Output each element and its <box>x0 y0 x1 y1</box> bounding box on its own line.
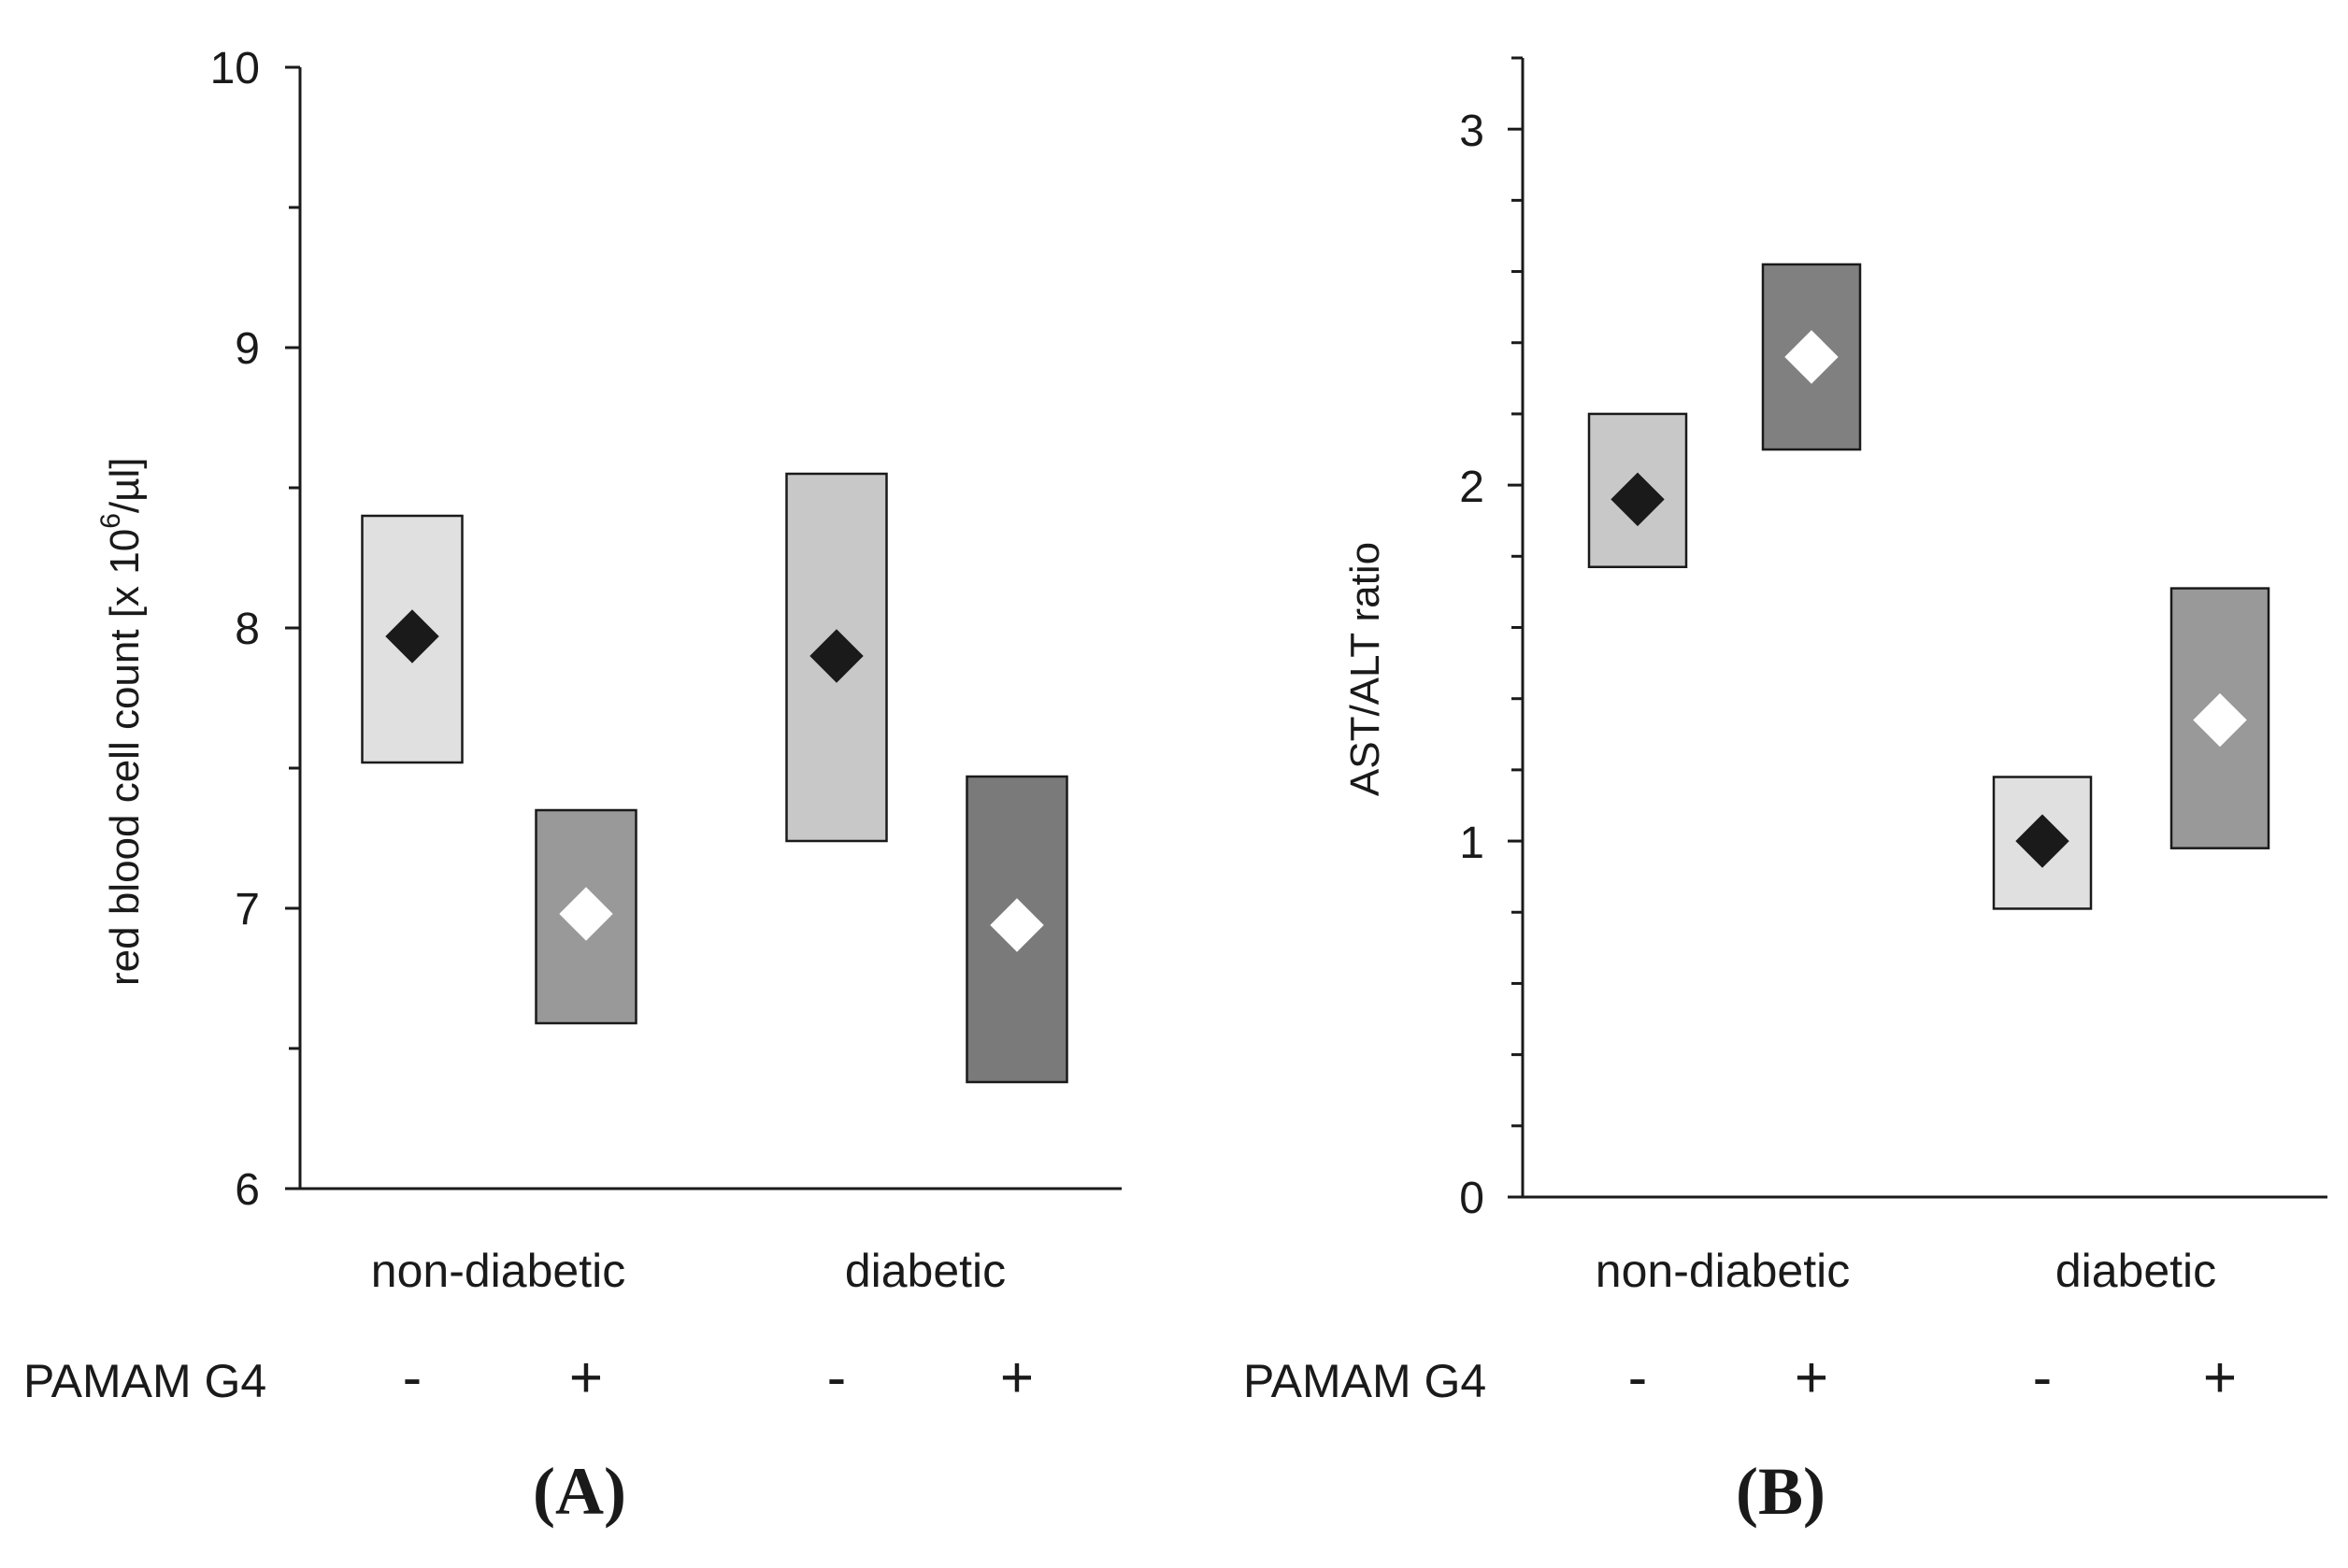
mean-marker-non-diabetic-treated <box>1784 330 1839 384</box>
y-axis-label: red blood cell count [x 106/µl] <box>95 458 148 986</box>
mean-marker-non-diabetic-untreated <box>385 609 439 663</box>
y-tick-label: 10 <box>210 44 260 93</box>
factor-value: + <box>1795 1346 1828 1410</box>
y-tick-label: 2 <box>1459 463 1484 512</box>
factor-value: + <box>1000 1346 1034 1410</box>
y-tick-label: 6 <box>235 1165 260 1215</box>
factor-value: + <box>2203 1346 2237 1410</box>
y-tick-labels: 0 1 2 3 <box>1459 107 1484 1223</box>
mean-marker-non-diabetic-untreated <box>1611 472 1665 527</box>
panel-label: (B) <box>1736 1454 1825 1529</box>
y-ticks <box>1508 56 1523 1199</box>
factor-value: - <box>2033 1346 2053 1410</box>
mean-marker-diabetic-untreated <box>809 629 864 683</box>
factor-value: - <box>403 1346 422 1410</box>
panel-b: 0 1 2 3 AST/ALT ratio non-diabetic diabe… <box>1243 56 2327 1529</box>
factor-label: PAMAM G4 <box>1243 1355 1486 1407</box>
factor-value: - <box>1628 1346 1648 1410</box>
y-tick-label: 9 <box>235 324 260 374</box>
mean-marker-non-diabetic-treated <box>559 887 613 941</box>
mean-marker-diabetic-treated <box>2193 692 2247 748</box>
y-tick-labels: 6 7 8 9 10 <box>210 44 260 1215</box>
group-label-non-diabetic: non-diabetic <box>371 1245 625 1297</box>
y-tick-label: 3 <box>1459 107 1484 156</box>
y-tick-label: 1 <box>1459 819 1484 868</box>
mean-marker-diabetic-treated <box>990 898 1044 952</box>
group-label-diabetic: diabetic <box>845 1245 1006 1297</box>
factor-label: PAMAM G4 <box>23 1355 266 1407</box>
y-ticks <box>285 65 300 1190</box>
group-label-non-diabetic: non-diabetic <box>1596 1245 1850 1297</box>
boxes <box>361 472 1068 1084</box>
y-axis-label: AST/ALT ratio <box>1342 542 1388 796</box>
group-label-diabetic: diabetic <box>2055 1245 2216 1297</box>
boxes <box>1587 263 2270 910</box>
y-tick-label: 7 <box>235 885 260 934</box>
factor-value: + <box>569 1346 603 1410</box>
panel-label: (A) <box>533 1454 626 1529</box>
panel-a: 6 7 8 9 10 red blood cell count [x 106/µ… <box>23 44 1122 1529</box>
y-tick-label: 8 <box>235 605 260 654</box>
factor-value: - <box>827 1346 847 1410</box>
mean-marker-diabetic-untreated <box>2015 814 2069 868</box>
y-tick-label: 0 <box>1459 1174 1484 1223</box>
